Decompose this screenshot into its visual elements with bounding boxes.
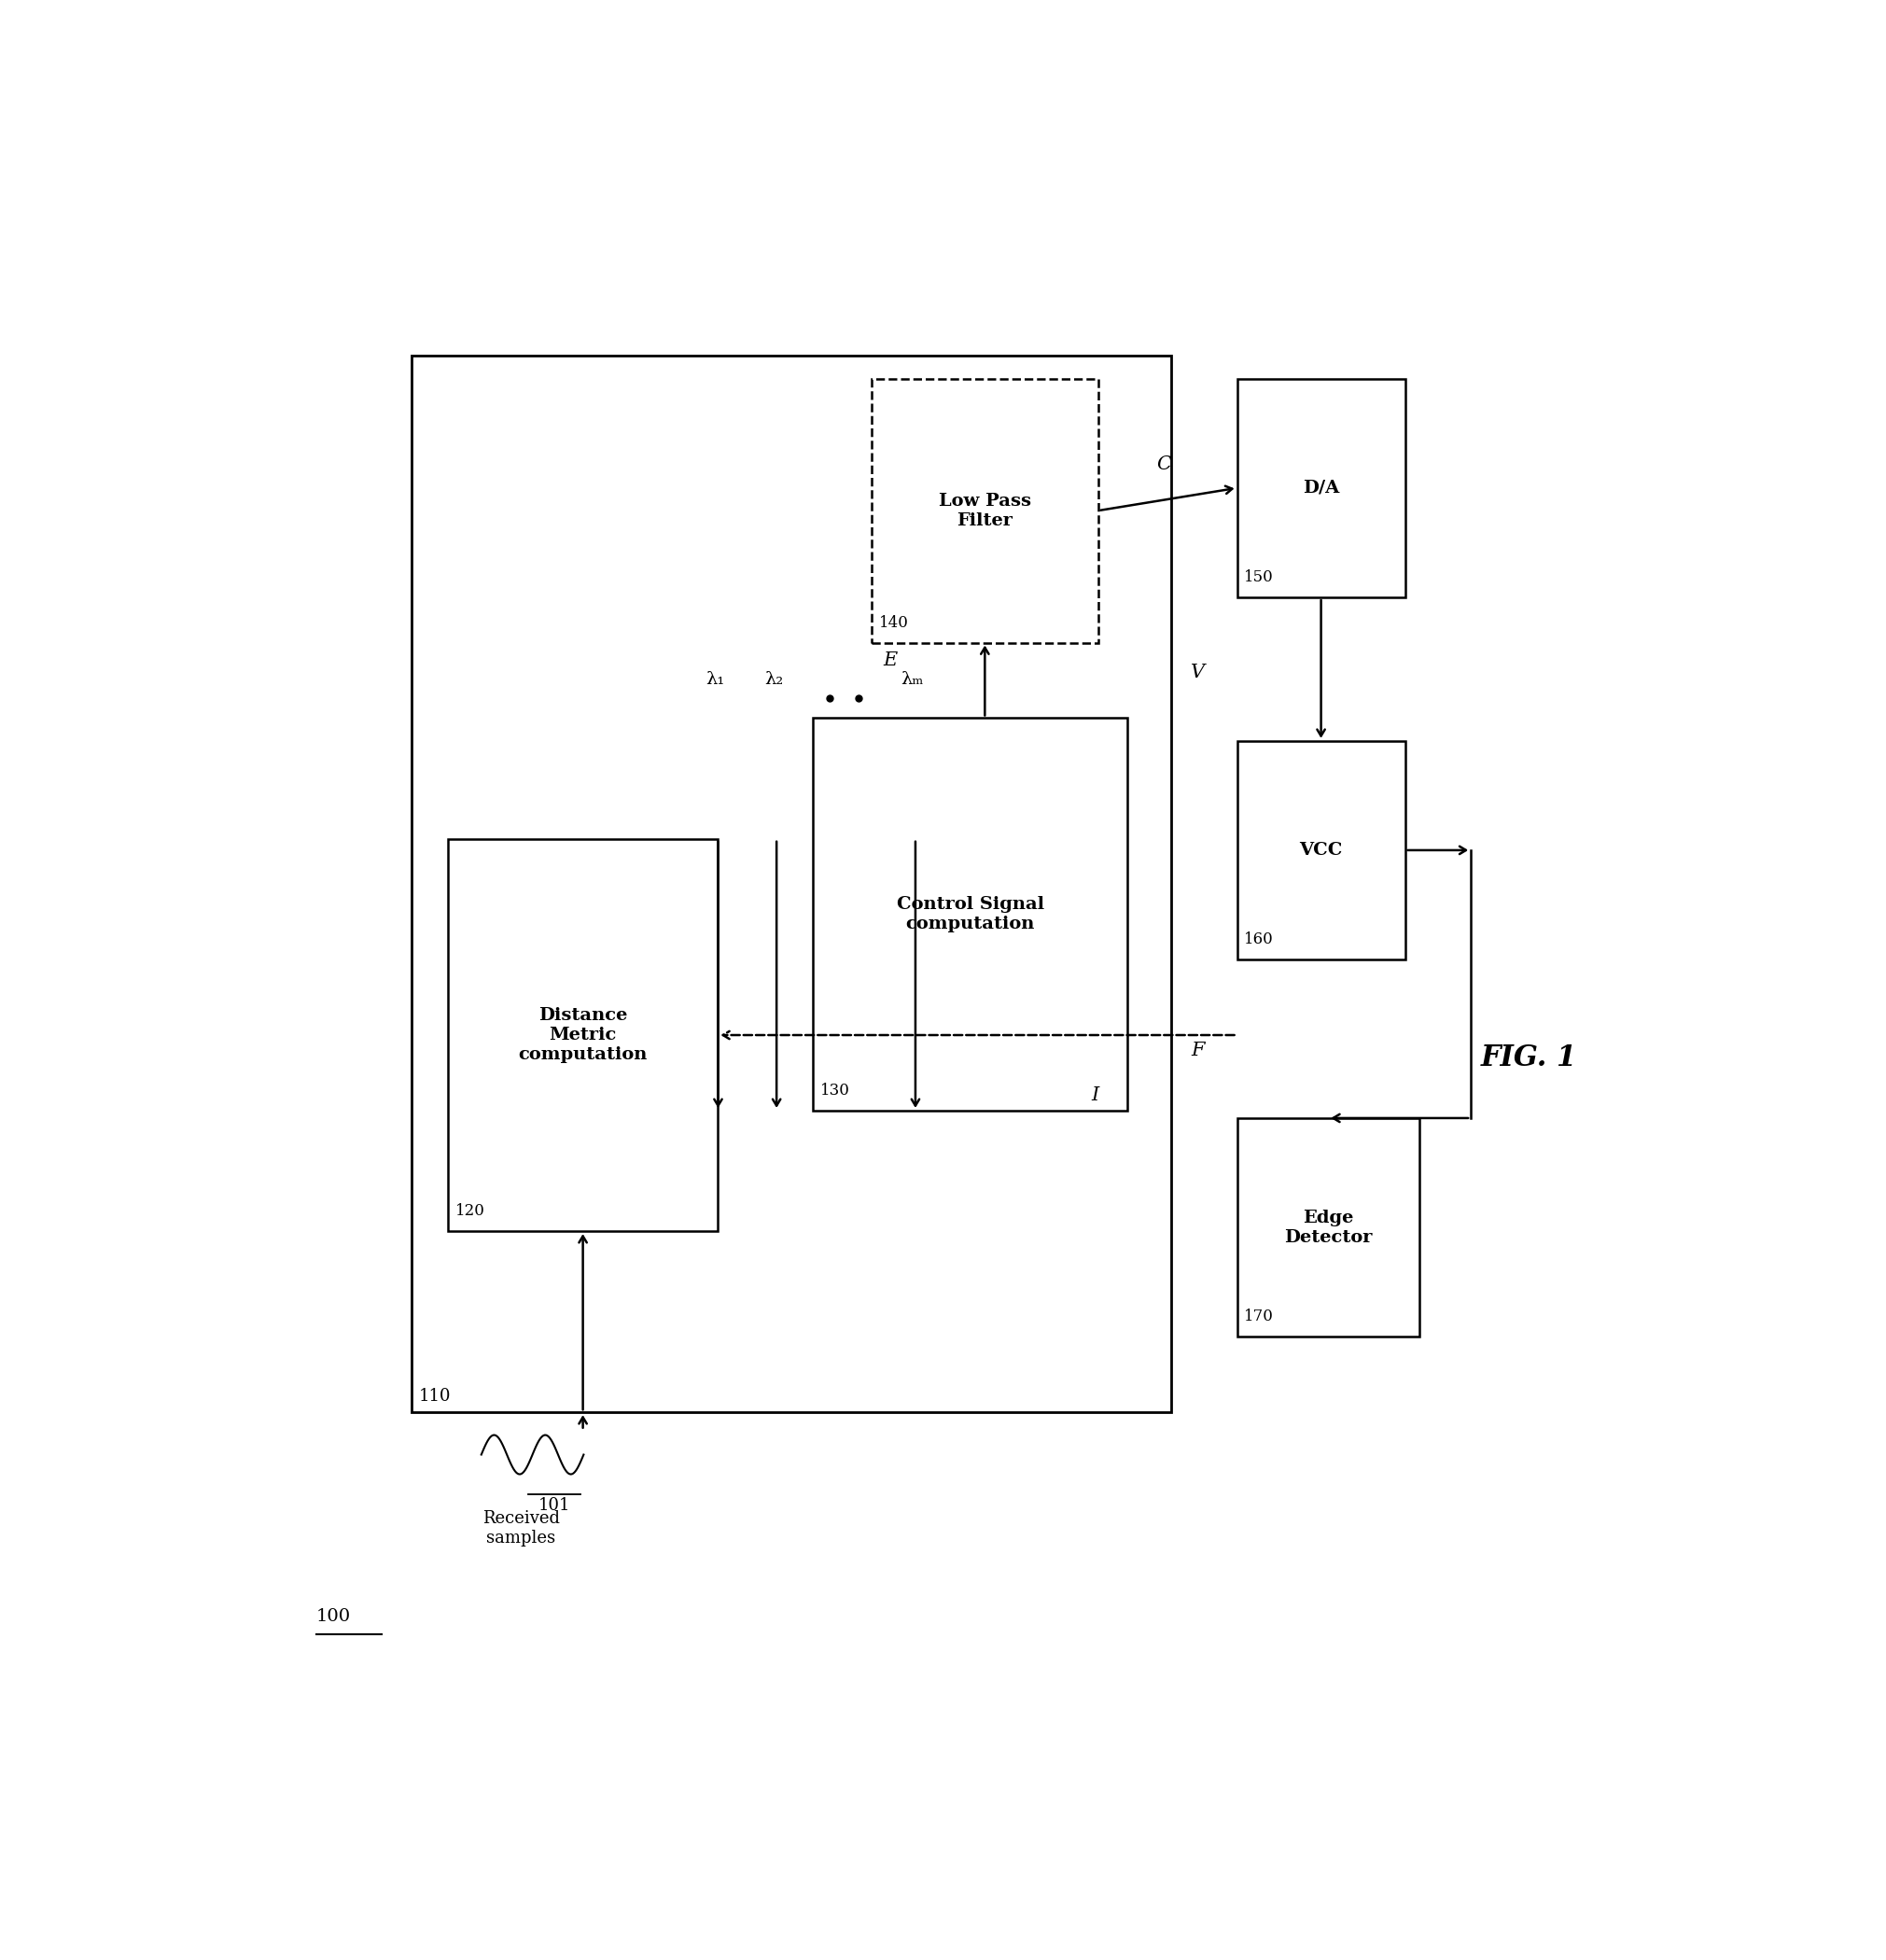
Bar [1237, 1117, 1420, 1337]
Text: 101: 101 [538, 1497, 570, 1513]
Text: V: V [1190, 664, 1205, 682]
Text: 160: 160 [1245, 931, 1273, 947]
Text: FIG. 1: FIG. 1 [1481, 1043, 1577, 1072]
Text: Received
samples: Received samples [483, 1511, 560, 1546]
Text: 150: 150 [1245, 570, 1273, 586]
Bar [411, 357, 1171, 1413]
Bar [871, 378, 1098, 643]
Text: Control Signal
computation: Control Signal computation [896, 896, 1045, 933]
Bar [1237, 741, 1405, 960]
Text: VCC: VCC [1299, 841, 1343, 858]
Text: D/A: D/A [1303, 480, 1339, 496]
Text: Low Pass
Filter: Low Pass Filter [939, 492, 1032, 529]
Bar [813, 717, 1128, 1111]
Bar [447, 839, 719, 1231]
Text: λ₁: λ₁ [705, 670, 724, 688]
Text: 100: 100 [317, 1607, 351, 1625]
Text: Distance
Metric
computation: Distance Metric computation [519, 1007, 647, 1062]
Text: F: F [1190, 1041, 1205, 1058]
Bar [1237, 378, 1405, 598]
Text: Edge
Detector: Edge Detector [1284, 1209, 1373, 1247]
Text: I: I [1092, 1086, 1100, 1103]
Text: 110: 110 [419, 1388, 451, 1405]
Text: 170: 170 [1245, 1309, 1275, 1325]
Text: 140: 140 [879, 615, 909, 631]
Text: λₘ: λₘ [902, 670, 924, 688]
Text: λ₂: λ₂ [764, 670, 783, 688]
Text: E: E [883, 653, 898, 670]
Text: 120: 120 [455, 1203, 485, 1219]
Text: C: C [1156, 457, 1171, 474]
Text: 130: 130 [820, 1082, 851, 1098]
